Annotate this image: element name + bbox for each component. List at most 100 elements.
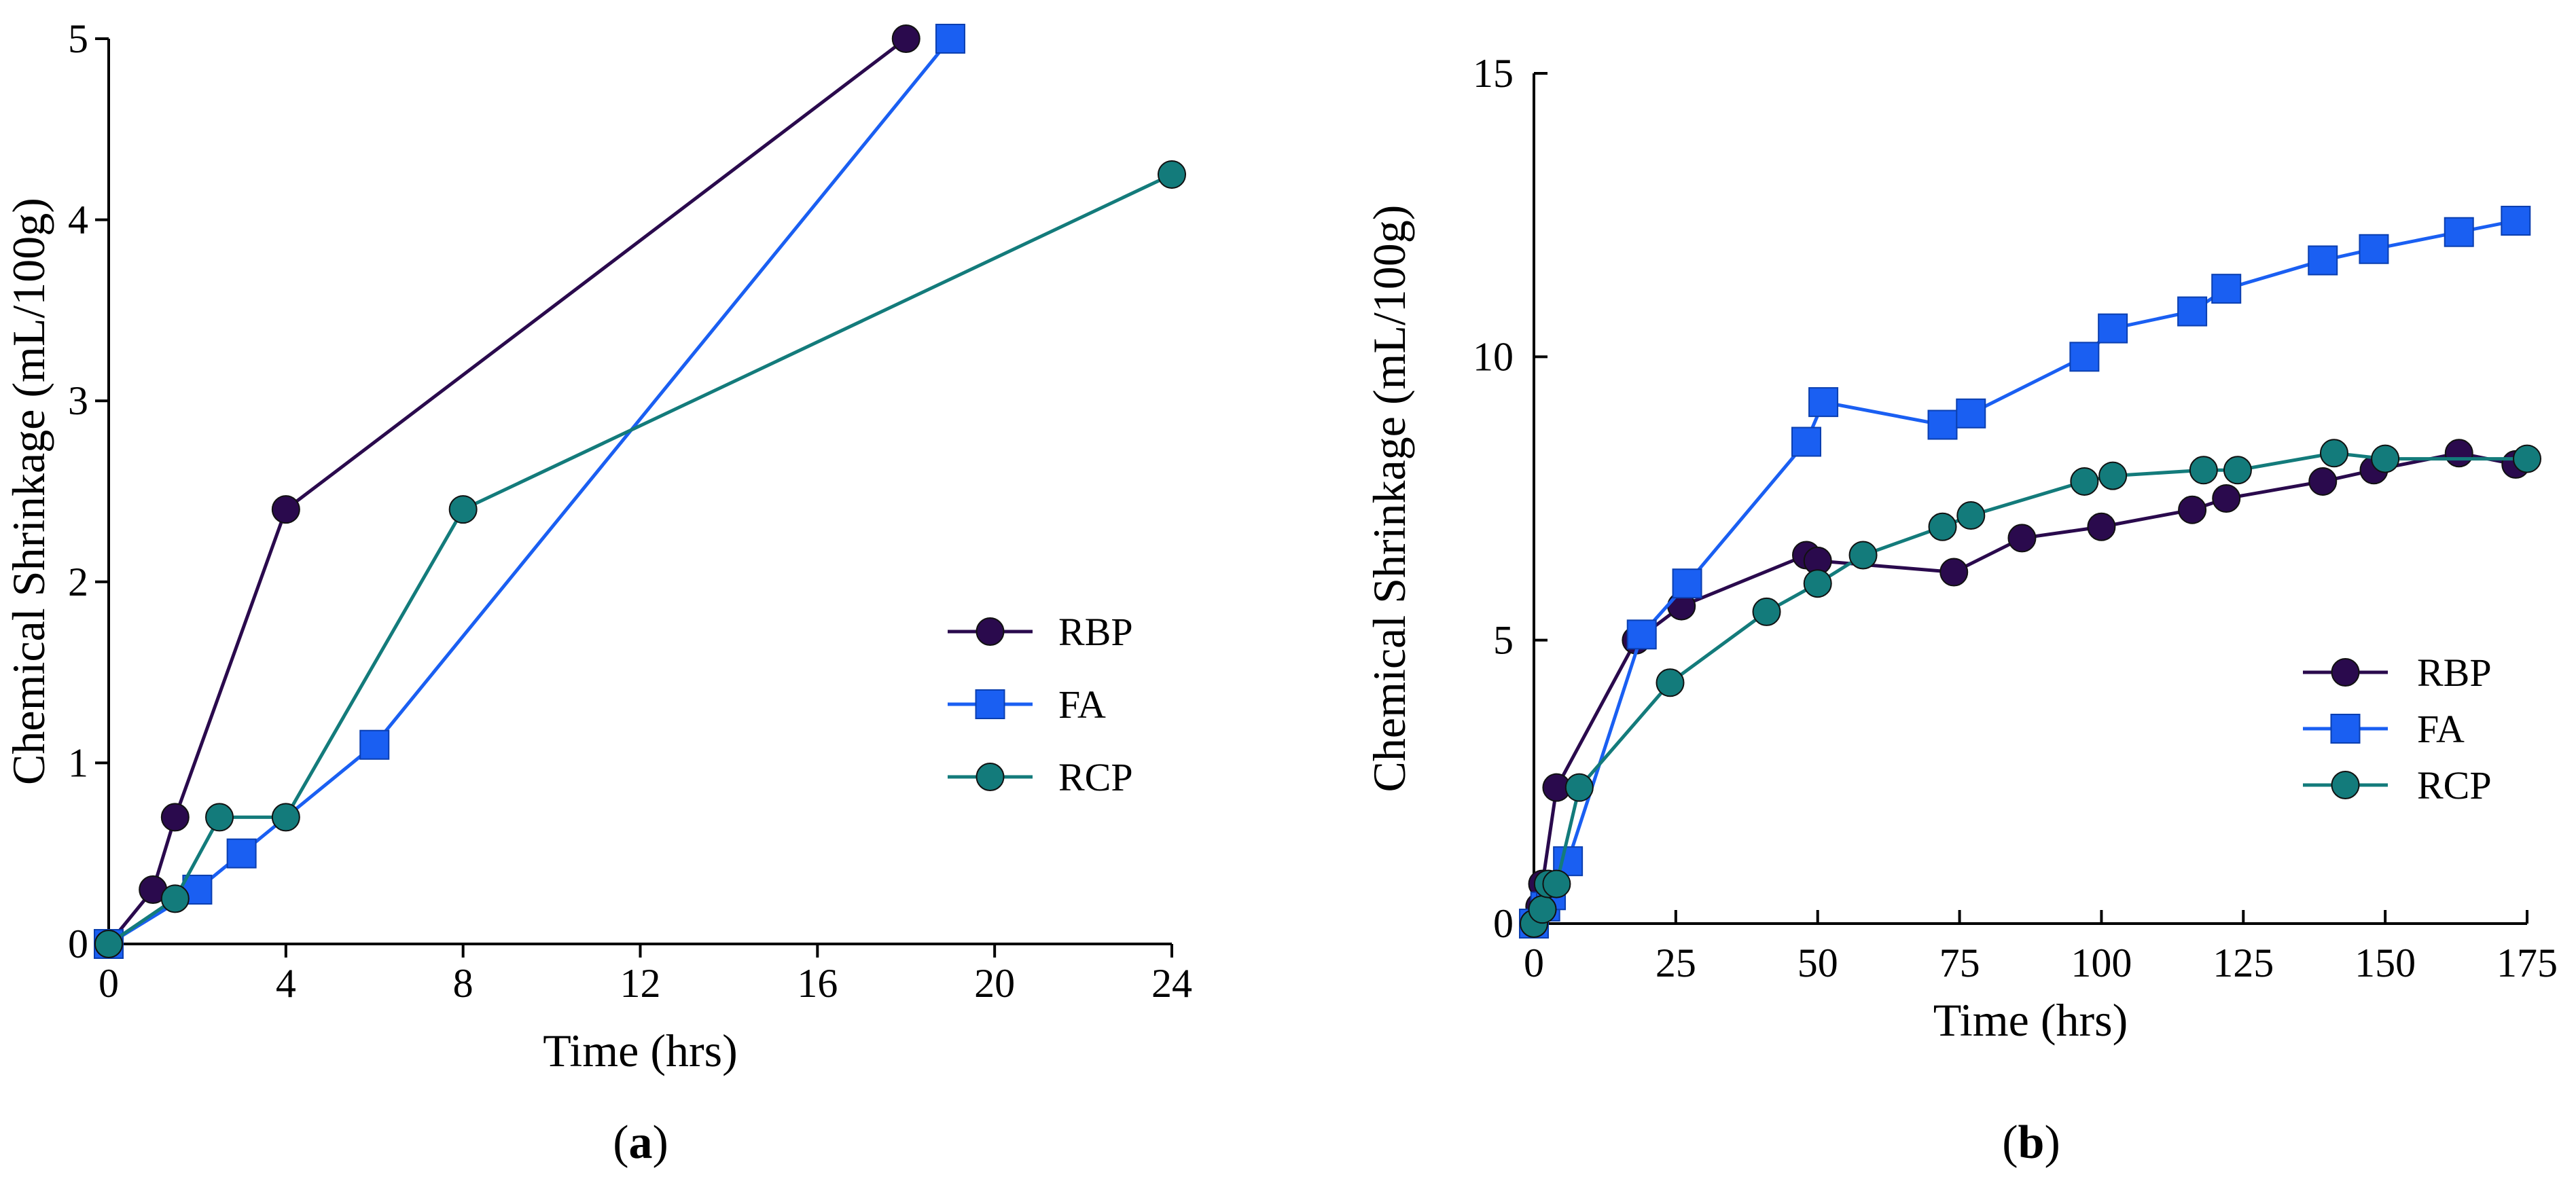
y-axis-title: Chemical Shrinkage (mL/100g): [1363, 205, 1415, 793]
legend-entry-fa: FA: [948, 682, 1106, 727]
data-point-rcp: [1542, 869, 1571, 898]
data-point-fa: [1808, 387, 1839, 418]
data-point-fa: [2069, 342, 2100, 372]
legend-entry-rbp: RBP: [2303, 651, 2492, 695]
x-tick-label: 100: [2071, 941, 2132, 985]
series-fa: [1519, 206, 2531, 939]
data-point-rbp: [1939, 558, 1969, 587]
data-point-rbp: [2444, 439, 2473, 468]
data-point-fa: [2177, 296, 2208, 327]
y-tick-label: 1: [68, 740, 88, 785]
series-rcp: [1520, 439, 2541, 938]
series-line-fa: [107, 37, 952, 946]
data-point-rcp: [1848, 541, 1878, 570]
data-point-fa: [1626, 619, 1657, 650]
legend-label: FA: [1058, 682, 1106, 727]
x-tick-label: 125: [2213, 941, 2274, 985]
data-point-rbp: [2087, 512, 2116, 541]
legend-entry-rcp: RCP: [2303, 763, 2492, 807]
legend-entry-rbp: RBP: [948, 610, 1133, 654]
y-tick-label: 10: [1473, 334, 1514, 379]
data-point-rcp: [2513, 444, 2541, 473]
chart-panel-b: 0 25 50 75 100 125 150 175 0 5 10 15 Time (hrs) Chemi…: [1363, 51, 2558, 1169]
data-point-rcp: [1564, 773, 1594, 802]
legend-entry-fa: FA: [2303, 707, 2465, 751]
data-point-rbp: [160, 803, 190, 832]
caption-open: (: [613, 1116, 628, 1169]
legend: RBP FA RCP: [2303, 651, 2492, 807]
data-point-fa: [1927, 410, 1958, 440]
x-tick-label: 24: [1151, 961, 1192, 1006]
y-tick-label: 0: [68, 922, 88, 966]
caption-letter: a: [629, 1116, 653, 1169]
data-point-rcp: [2189, 456, 2218, 485]
data-point-rcp: [2371, 444, 2400, 473]
legend-marker: [2331, 771, 2360, 799]
panel-caption: (b): [2002, 1116, 2060, 1169]
data-point-rcp: [1528, 895, 1557, 924]
legend-marker: [976, 763, 1005, 791]
data-point-rcp: [2319, 439, 2348, 468]
data-point-fa: [1956, 398, 1986, 429]
data-point-rcp: [205, 803, 234, 832]
y-tick-label: 4: [68, 198, 88, 242]
data-point-rcp: [271, 803, 300, 832]
data-point-rcp: [94, 930, 123, 958]
x-tick-label: 25: [1656, 941, 1696, 985]
x-axis-title: Time (hrs): [543, 1025, 738, 1076]
legend-label: RCP: [2417, 763, 2492, 807]
data-point-rbp: [891, 24, 920, 53]
panel-caption: (a): [613, 1116, 668, 1169]
y-tick-label: 0: [1493, 901, 1514, 946]
y-tick-label: 5: [1493, 618, 1514, 663]
data-point-fa: [1791, 426, 1822, 457]
legend-marker: [2331, 658, 2360, 687]
data-point-rbp: [2212, 484, 2241, 513]
data-point-rbp: [2308, 467, 2338, 496]
x-tick-label: 0: [1524, 941, 1544, 985]
x-tick-label: 20: [974, 961, 1015, 1006]
legend: RBP FA RCP: [948, 610, 1133, 799]
data-point-rbp: [271, 495, 300, 524]
x-tick-label: 175: [2497, 941, 2558, 985]
data-point-fa: [359, 729, 390, 760]
data-point-rbp: [2178, 495, 2207, 524]
data-point-rcp: [2223, 456, 2252, 485]
x-tick-label: 12: [620, 961, 661, 1006]
x-tick-label: 0: [99, 961, 119, 1006]
data-point-rcp: [160, 884, 190, 913]
legend-marker: [2330, 714, 2361, 744]
data-point-rcp: [2070, 467, 2099, 496]
legend-entry-rcp: RCP: [948, 755, 1133, 799]
y-tick-label: 3: [68, 378, 88, 423]
x-tick-label: 4: [276, 961, 296, 1006]
data-point-fa: [226, 838, 257, 869]
data-point-rcp: [1656, 668, 1685, 697]
caption-close: ): [2044, 1116, 2060, 1169]
x-axis-title: Time (hrs): [1933, 994, 2128, 1046]
data-point-fa: [1672, 568, 1702, 599]
data-point-rcp: [1956, 501, 1986, 530]
y-axis-title: Chemical Shrinkage (mL/100g): [3, 198, 54, 785]
data-point-fa: [935, 24, 965, 54]
data-point-fa: [2211, 274, 2242, 304]
y-tick-label: 5: [68, 16, 88, 61]
legend-label: RBP: [2417, 651, 2492, 695]
data-point-rcp: [448, 495, 478, 524]
data-point-rcp: [1803, 569, 1832, 598]
caption-open: (: [2002, 1116, 2018, 1169]
data-point-rbp: [2007, 524, 2037, 553]
caption-letter: b: [2018, 1116, 2045, 1169]
x-tick-label: 75: [1939, 941, 1980, 985]
data-point-fa: [2098, 313, 2128, 344]
x-tick-label: 50: [1797, 941, 1838, 985]
y-tick-label: 2: [68, 560, 88, 604]
legend-label: RCP: [1058, 755, 1133, 799]
data-point-rcp: [1158, 160, 1186, 189]
caption-close: ): [653, 1116, 668, 1169]
legend-label: FA: [2417, 707, 2465, 751]
data-point-fa: [2308, 245, 2338, 276]
y-tick-label: 15: [1473, 51, 1514, 96]
